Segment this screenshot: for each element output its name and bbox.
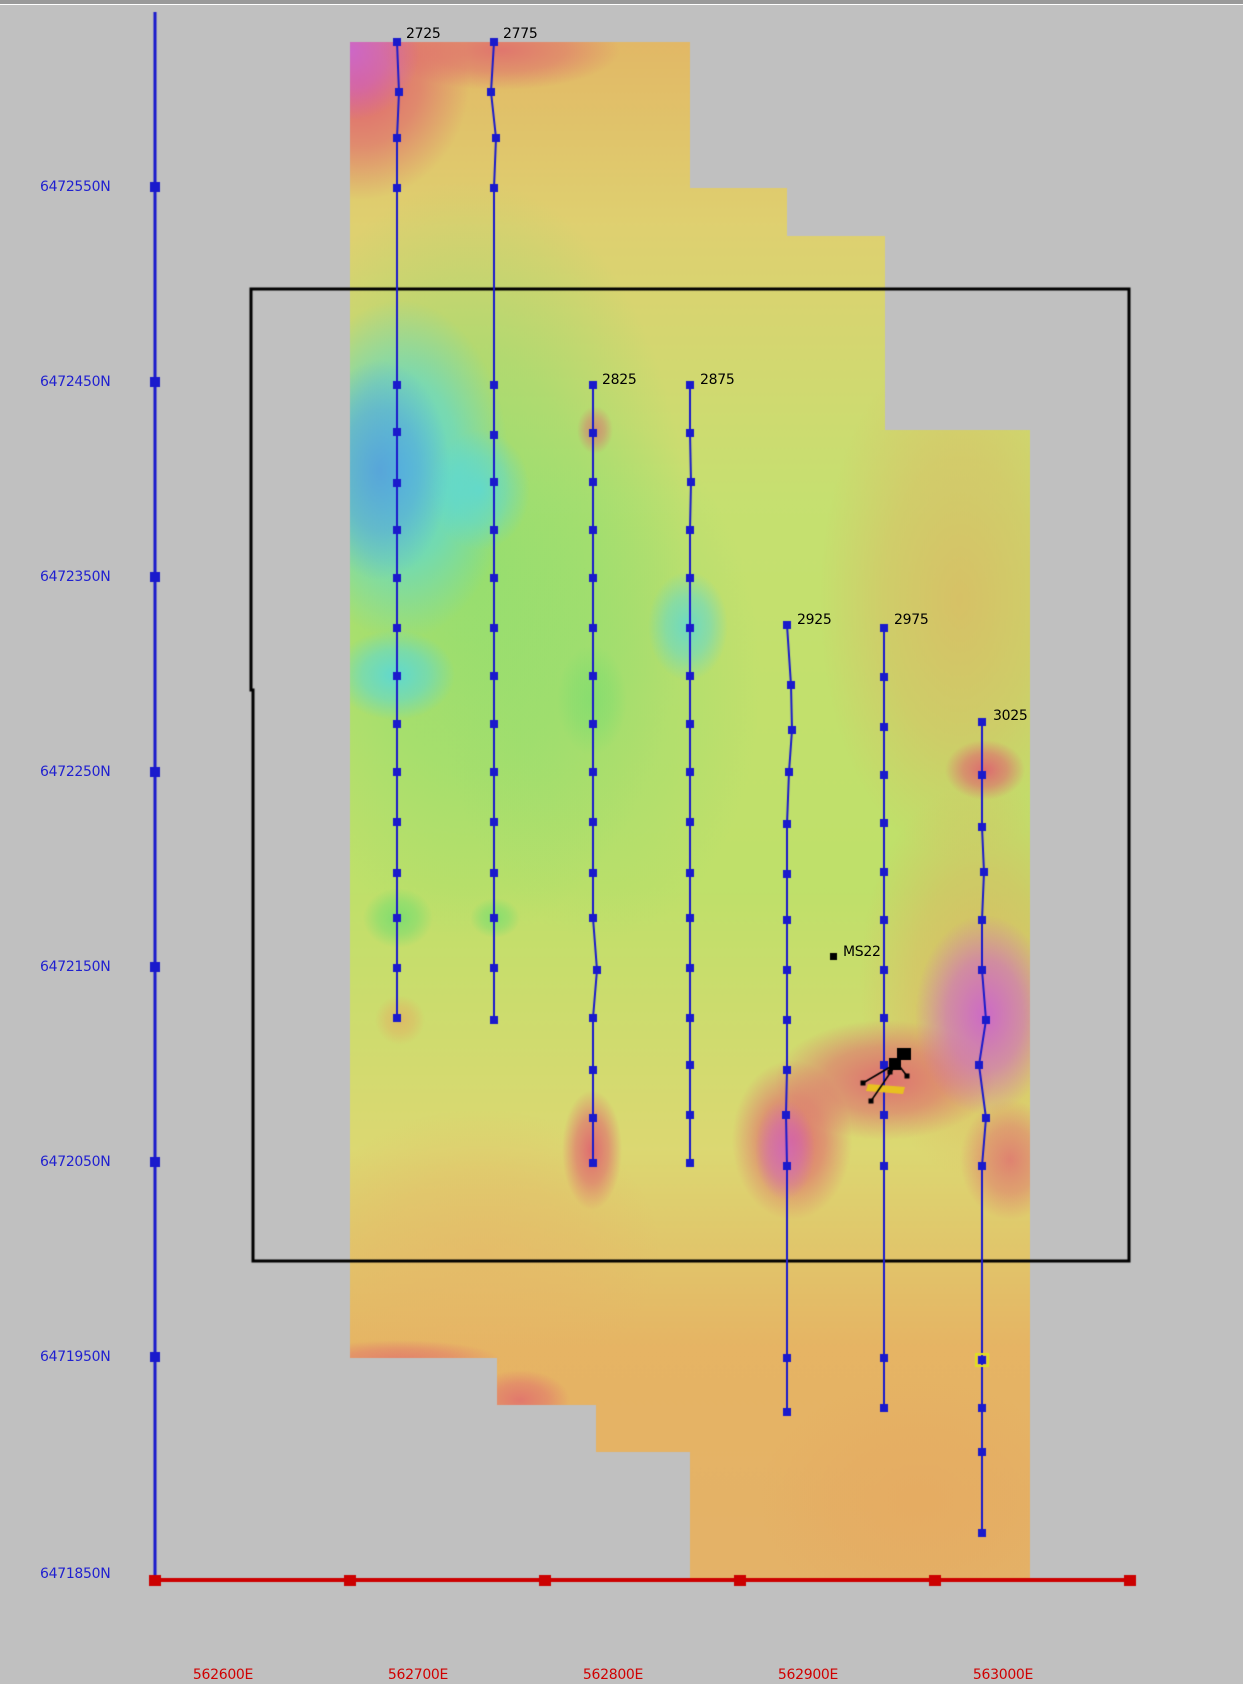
easting-label-562800: 562800E (582, 1667, 644, 1683)
survey-line-label-2975: 2975 (894, 612, 929, 628)
northing-label-6472150: 6472150N (40, 959, 111, 975)
survey-line-label-3025: 3025 (993, 708, 1028, 724)
northing-label-6472550: 6472550N (40, 179, 111, 195)
northing-label-6472350: 6472350N (40, 569, 111, 585)
northing-label-6472050: 6472050N (40, 1154, 111, 1170)
survey-line-label-2825: 2825 (602, 372, 637, 388)
survey-line-label-2775: 2775 (503, 26, 538, 42)
northing-label-6471950: 6471950N (40, 1349, 111, 1365)
easting-label-562900: 562900E (777, 1667, 839, 1683)
station-label-ms22: MS22 (843, 944, 881, 960)
northing-label-6472250: 6472250N (40, 764, 111, 780)
easting-label-563000: 563000E (972, 1667, 1034, 1683)
survey-line-label-2925: 2925 (797, 612, 832, 628)
northing-label-6471850: 6471850N (40, 1566, 111, 1582)
easting-label-562700: 562700E (387, 1667, 449, 1683)
survey-line-label-2875: 2875 (700, 372, 735, 388)
survey-line-label-2725: 2725 (406, 26, 441, 42)
northing-label-6472450: 6472450N (40, 374, 111, 390)
easting-label-562600: 562600E (192, 1667, 254, 1683)
window-top-border (0, 0, 1243, 5)
